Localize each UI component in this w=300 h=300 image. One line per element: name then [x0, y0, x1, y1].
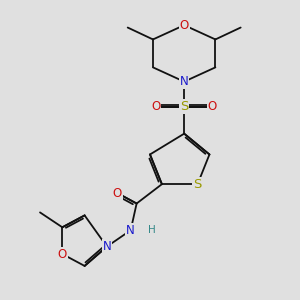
Text: O: O [208, 100, 217, 113]
Text: H: H [148, 225, 155, 235]
Text: O: O [180, 19, 189, 32]
Text: S: S [180, 100, 188, 113]
Text: N: N [126, 224, 135, 237]
Text: S: S [194, 178, 202, 191]
Text: N: N [103, 240, 111, 253]
Text: O: O [58, 248, 67, 260]
Text: O: O [151, 100, 160, 113]
Text: O: O [113, 187, 122, 200]
Text: N: N [180, 75, 189, 88]
